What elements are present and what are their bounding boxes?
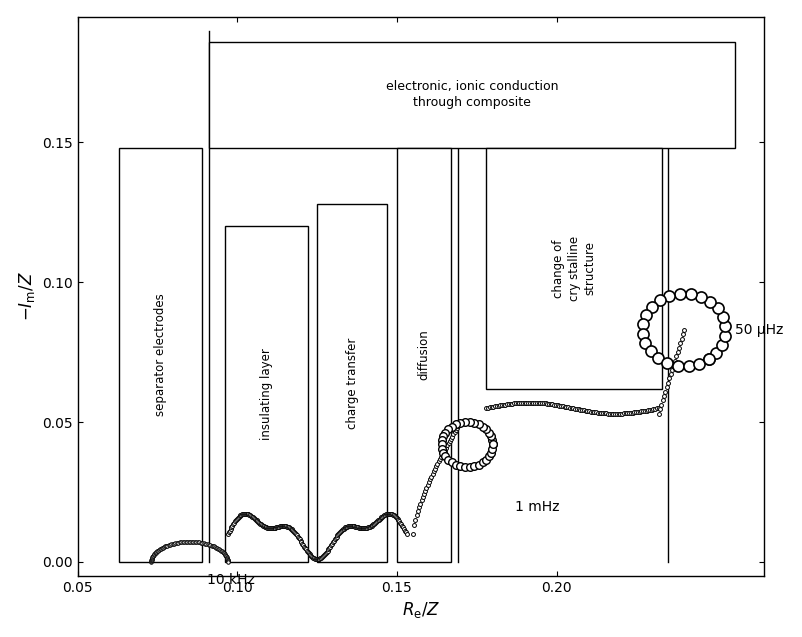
Text: insulating layer: insulating layer (259, 348, 273, 440)
Text: charge transfer: charge transfer (346, 337, 358, 429)
Text: change of
cry stalline
structure: change of cry stalline structure (551, 236, 596, 301)
Text: 10 kHz: 10 kHz (207, 573, 255, 587)
Y-axis label: $-I_{\mathrm{m}}/Z$: $-I_{\mathrm{m}}/Z$ (17, 271, 37, 321)
Bar (225, 226, 307, 562)
Bar (317, 204, 387, 562)
Text: 1 mHz: 1 mHz (514, 501, 559, 515)
X-axis label: $R_{\mathrm{e}}/Z$: $R_{\mathrm{e}}/Z$ (401, 600, 439, 620)
Bar (396, 148, 451, 562)
Bar (119, 148, 202, 562)
Text: diffusion: diffusion (417, 329, 430, 380)
Bar (209, 42, 735, 148)
Text: 50 μHz: 50 μHz (735, 323, 783, 337)
Text: separator electrodes: separator electrodes (154, 294, 167, 417)
Bar (486, 148, 661, 389)
Text: electronic, ionic conduction
through composite: electronic, ionic conduction through com… (385, 80, 557, 110)
